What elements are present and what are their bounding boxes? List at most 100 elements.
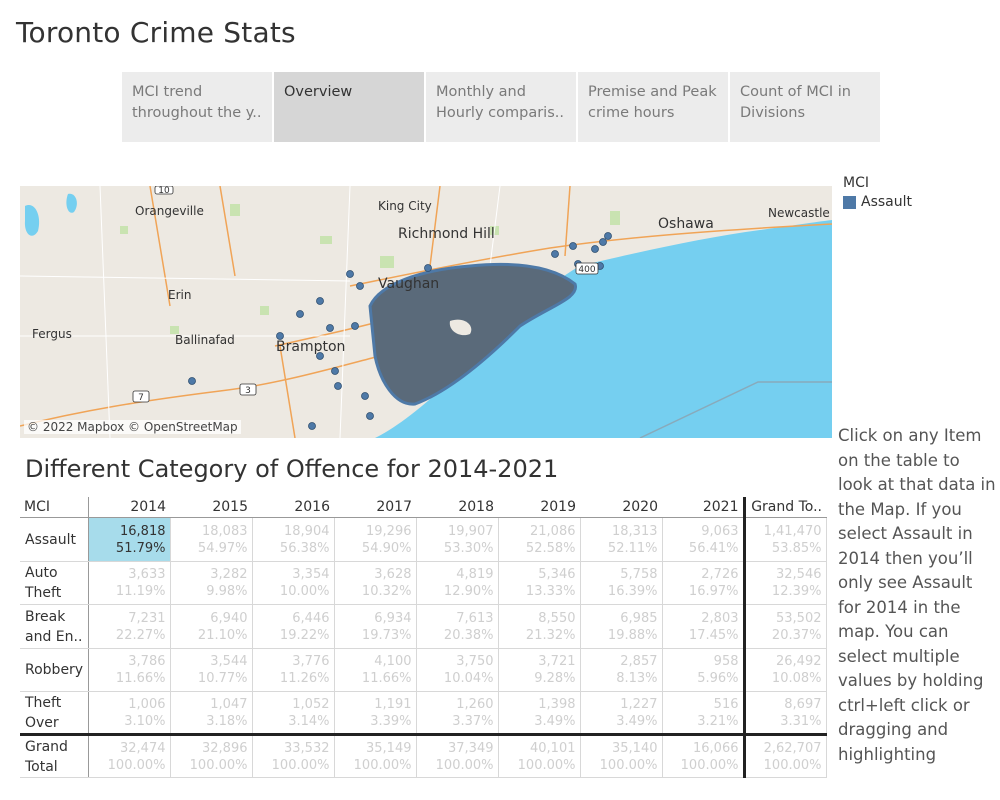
table-cell[interactable]: 6,934 19.73% xyxy=(333,604,417,649)
tab-premise-peak[interactable]: Premise and Peak crime hours xyxy=(578,72,728,142)
table-cell[interactable]: 2,803 17.45% xyxy=(661,604,745,649)
cell-percent: 51.79% xyxy=(115,540,166,556)
map-canvas[interactable]: Orangeville King City Richmond Hill Osha… xyxy=(20,186,832,438)
cell-percent: 9.28% xyxy=(534,671,576,686)
table-cell[interactable]: 3,633 11.19% xyxy=(87,561,171,605)
column-header-year[interactable]: 2020 xyxy=(580,497,662,518)
tab-mci-trend[interactable]: MCI trend throughout the y.. xyxy=(122,72,272,142)
table-cell[interactable]: 16,066 100.00% xyxy=(661,733,745,778)
table-cell[interactable]: 37,349 100.00% xyxy=(415,733,499,778)
column-header-year[interactable]: 2015 xyxy=(170,497,252,518)
table-cell[interactable]: 3,628 10.32% xyxy=(333,561,417,605)
column-header-year[interactable]: 2017 xyxy=(334,497,416,518)
column-header-grand-total[interactable]: Grand To.. xyxy=(742,497,826,518)
grand-total-cell[interactable]: 53,502 20.37% xyxy=(742,604,827,649)
table-cell[interactable]: 3,544 10.77% xyxy=(169,648,253,692)
table-cell[interactable]: 19,907 53.30% xyxy=(415,517,499,562)
cell-percent: 5.96% xyxy=(697,671,739,686)
column-header-year[interactable]: 2016 xyxy=(252,497,334,518)
crime-map[interactable]: Orangeville King City Richmond Hill Osha… xyxy=(20,186,832,438)
grand-total-cell[interactable]: 8,697 3.31% xyxy=(742,691,827,735)
place-label: Brampton xyxy=(276,339,345,355)
cell-count: 3,776 xyxy=(292,654,330,669)
table-cell[interactable]: 1,052 3.14% xyxy=(251,691,335,735)
table-cell[interactable]: 1,006 3.10% xyxy=(87,691,171,735)
table-cell[interactable]: 3,786 11.66% xyxy=(87,648,171,692)
column-header-year[interactable]: 2021 xyxy=(662,497,744,518)
table-cell[interactable]: 33,532 100.00% xyxy=(251,733,335,778)
column-header-year[interactable]: 2014 xyxy=(88,497,170,518)
table-cell[interactable]: 3,776 11.26% xyxy=(251,648,335,692)
table-cell[interactable]: 16,818 51.79% xyxy=(87,517,171,562)
row-label[interactable]: Break and En.. xyxy=(20,604,89,649)
cell-count: 5,346 xyxy=(538,567,576,582)
cell-count: 3,354 xyxy=(292,567,330,582)
cell-percent: 3.49% xyxy=(534,713,576,729)
table-cell[interactable]: 2,857 8.13% xyxy=(579,648,663,692)
table-cell[interactable]: 516 3.21% xyxy=(661,691,745,735)
tab-overview[interactable]: Overview xyxy=(274,72,424,142)
map-attribution[interactable]: © 2022 Mapbox © OpenStreetMap xyxy=(24,420,241,434)
table-cell[interactable]: 19,296 54.90% xyxy=(333,517,417,562)
table-cell[interactable]: 7,231 22.27% xyxy=(87,604,171,649)
grand-total-cell[interactable]: 26,492 10.08% xyxy=(742,648,827,692)
cell-percent: 3.31% xyxy=(780,713,822,729)
table-cell[interactable]: 958 5.96% xyxy=(661,648,745,692)
column-header-year[interactable]: 2019 xyxy=(498,497,580,518)
row-label[interactable]: Assault xyxy=(20,517,89,562)
table-cell[interactable]: 4,100 11.66% xyxy=(333,648,417,692)
table-cell[interactable]: 6,985 19.88% xyxy=(579,604,663,649)
row-label-grand-total[interactable]: Grand Total xyxy=(20,733,89,778)
table-cell[interactable]: 6,940 21.10% xyxy=(169,604,253,649)
table-cell[interactable]: 1,260 3.37% xyxy=(415,691,499,735)
cell-count: 32,474 xyxy=(120,740,166,756)
grand-total-cell[interactable]: 1,41,470 53.85% xyxy=(742,517,827,562)
cell-count: 8,697 xyxy=(784,696,822,712)
tab-divisions[interactable]: Count of MCI in Divisions xyxy=(730,72,880,142)
table-cell[interactable]: 18,313 52.11% xyxy=(579,517,663,562)
cell-percent: 100.00% xyxy=(435,757,494,773)
table-cell[interactable]: 32,474 100.00% xyxy=(87,733,171,778)
table-cell[interactable]: 18,904 56.38% xyxy=(251,517,335,562)
table-cell[interactable]: 7,613 20.38% xyxy=(415,604,499,649)
assault-points-cluster[interactable] xyxy=(368,262,577,406)
offence-table: MCI 2014 2015 2016 2017 2018 2019 2020 2… xyxy=(20,497,827,778)
table-cell[interactable]: 8,550 21.32% xyxy=(497,604,581,649)
table-cell[interactable]: 1,227 3.49% xyxy=(579,691,663,735)
table-cell[interactable]: 9,063 56.41% xyxy=(661,517,745,562)
table-cell[interactable]: 1,191 3.39% xyxy=(333,691,417,735)
legend-item-assault[interactable]: Assault xyxy=(843,194,912,210)
tab-monthly-hourly[interactable]: Monthly and Hourly comparis.. xyxy=(426,72,576,142)
grand-total-cell[interactable]: 2,62,707 100.00% xyxy=(742,733,827,778)
table-cell[interactable]: 2,726 16.97% xyxy=(661,561,745,605)
table-cell[interactable]: 40,101 100.00% xyxy=(497,733,581,778)
row-label[interactable]: Auto Theft xyxy=(20,561,89,605)
cell-count: 18,904 xyxy=(284,523,330,539)
table-cell[interactable]: 5,346 13.33% xyxy=(497,561,581,605)
grand-total-cell[interactable]: 32,546 12.39% xyxy=(742,561,827,605)
cell-count: 1,006 xyxy=(128,696,166,712)
place-label: Orangeville xyxy=(135,204,204,218)
cell-count: 1,191 xyxy=(374,696,412,712)
row-label[interactable]: Theft Over xyxy=(20,691,89,735)
table-cell[interactable]: 4,819 12.90% xyxy=(415,561,499,605)
table-cell[interactable]: 1,047 3.18% xyxy=(169,691,253,735)
table-cell[interactable]: 32,896 100.00% xyxy=(169,733,253,778)
cell-percent: 52.11% xyxy=(607,540,658,556)
table-cell[interactable]: 3,282 9.98% xyxy=(169,561,253,605)
table-cell[interactable]: 6,446 19.22% xyxy=(251,604,335,649)
table-cell[interactable]: 3,721 9.28% xyxy=(497,648,581,692)
table-cell[interactable]: 18,083 54.97% xyxy=(169,517,253,562)
cell-count: 3,633 xyxy=(128,567,166,582)
table-cell[interactable]: 21,086 52.58% xyxy=(497,517,581,562)
column-header-year[interactable]: 2018 xyxy=(416,497,498,518)
table-cell[interactable]: 3,354 10.00% xyxy=(251,561,335,605)
table-cell[interactable]: 1,398 3.49% xyxy=(497,691,581,735)
table-cell[interactable]: 35,149 100.00% xyxy=(333,733,417,778)
table-cell[interactable]: 3,750 10.04% xyxy=(415,648,499,692)
table-cell[interactable]: 35,140 100.00% xyxy=(579,733,663,778)
cell-count: 1,260 xyxy=(456,696,494,712)
row-label[interactable]: Robbery xyxy=(20,648,89,692)
table-cell[interactable]: 5,758 16.39% xyxy=(579,561,663,605)
table-row: Theft Over 1,006 3.10% 1,047 3.18% 1,052 3.14%… xyxy=(20,691,827,735)
